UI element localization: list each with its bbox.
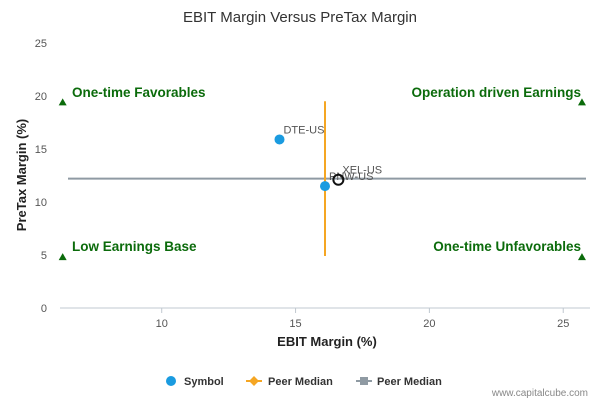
legend-symbol-label: Symbol bbox=[184, 376, 224, 388]
y-axis-ticks: 0 5 10 15 20 25 bbox=[35, 38, 47, 315]
legend: Symbol Peer Median Peer Median bbox=[166, 376, 442, 388]
y-tick-label: 15 bbox=[35, 144, 47, 156]
y-tick-label: 20 bbox=[35, 91, 47, 103]
chart-title: EBIT Margin Versus PreTax Margin bbox=[183, 9, 417, 26]
peer-median-lines bbox=[68, 101, 586, 257]
y-tick-label: 10 bbox=[35, 197, 47, 209]
x-tick-label: 20 bbox=[423, 318, 435, 330]
quadrant-label-top-left: One-time Favorables bbox=[72, 85, 206, 100]
point-label-xel-us: XEL-US bbox=[342, 165, 382, 177]
point-xel-us bbox=[332, 173, 345, 186]
legend-peer-median-orange-marker bbox=[249, 376, 259, 386]
y-tick-label: 25 bbox=[35, 38, 47, 50]
x-axis-ticks: 10 15 20 25 bbox=[156, 308, 569, 330]
x-tick-label: 15 bbox=[289, 318, 301, 330]
point-label-dte-us: DTE-US bbox=[283, 124, 324, 136]
point-pnw-us bbox=[320, 181, 330, 192]
quadrant-marker-top-left bbox=[58, 98, 67, 106]
credit-text: www.capitalcube.com bbox=[491, 388, 588, 399]
legend-symbol-marker bbox=[166, 376, 176, 386]
y-tick-label: 0 bbox=[41, 303, 47, 315]
legend-peer-median-gray-marker bbox=[360, 377, 368, 385]
quadrant-label-bottom-left: Low Earnings Base bbox=[72, 239, 197, 254]
x-tick-label: 10 bbox=[156, 318, 168, 330]
point-dte-us bbox=[274, 134, 285, 145]
x-tick-label: 25 bbox=[557, 318, 569, 330]
quadrant-label-top-right: Operation driven Earnings bbox=[411, 85, 581, 100]
legend-peer-median-gray-label: Peer Median bbox=[377, 376, 442, 388]
quadrant-marker-bottom-right bbox=[577, 253, 586, 261]
x-axis-label: EBIT Margin (%) bbox=[277, 334, 377, 349]
y-tick-label: 5 bbox=[41, 250, 47, 262]
y-axis-label: PreTax Margin (%) bbox=[14, 119, 29, 231]
legend-peer-median-orange-label: Peer Median bbox=[268, 376, 333, 388]
quadrant-marker-top-right bbox=[577, 98, 586, 106]
quadrant-marker-bottom-left bbox=[58, 253, 67, 261]
quadrant-label-bottom-right: One-time Unfavorables bbox=[433, 239, 581, 254]
quadrant-labels: One-time Favorables Operation driven Earn… bbox=[58, 85, 586, 261]
